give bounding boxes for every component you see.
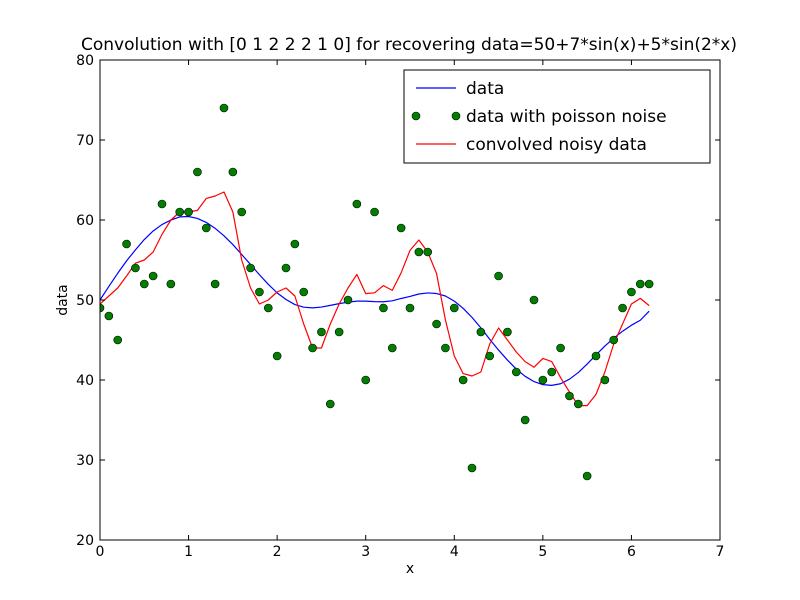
noise-point: [432, 319, 441, 329]
legend-label-data: data: [466, 79, 504, 99]
noise-point: [290, 239, 300, 249]
noise-point: [157, 199, 167, 209]
y-tick-label: 20: [76, 533, 94, 549]
noise-point: [458, 375, 468, 385]
noise-point: [246, 263, 255, 273]
noise-point: [423, 247, 433, 257]
noise-point: [113, 335, 123, 345]
noise-point: [635, 279, 645, 289]
x-tick-label: 2: [273, 544, 282, 560]
y-tick-label: 50: [76, 293, 94, 309]
noise-point: [175, 207, 185, 217]
noise-point: [139, 279, 149, 289]
noise-point: [396, 223, 406, 233]
legend-swatch-noise-right: [451, 111, 461, 121]
x-tick-label: 3: [361, 544, 370, 560]
noise-point: [299, 287, 309, 297]
x-axis-label: x: [406, 561, 414, 577]
noise-point: [308, 343, 317, 353]
x-tick-label: 6: [627, 544, 636, 560]
noise-point: [100, 303, 105, 313]
tick-layer: 0 1 2 3 4 5 6 7 20 30 40 50 60 70 80: [76, 53, 724, 560]
chart-title: Convolution with [0 1 2 2 2 1 0] for rec…: [81, 35, 737, 55]
noise-point: [449, 303, 459, 313]
noise-point: [565, 391, 574, 401]
noise-point: [325, 399, 335, 409]
noise-point: [591, 351, 601, 361]
noise-point: [263, 303, 273, 313]
noise-point: [361, 375, 371, 385]
noise-point: [334, 327, 344, 337]
legend-label-noise: data with poisson noise: [466, 107, 667, 127]
noise-point: [387, 343, 397, 353]
noise-point: [618, 303, 627, 313]
noise-point: [104, 311, 114, 321]
noise-point: [370, 207, 379, 217]
noise-point: [405, 303, 415, 313]
noise-point: [131, 263, 140, 273]
noise-point: [317, 327, 326, 337]
noise-point: [228, 167, 238, 177]
legend-swatch-noise-left: [411, 111, 421, 121]
x-tick-label: 0: [96, 544, 105, 560]
noise-point: [467, 463, 477, 473]
noise-point: [556, 343, 565, 353]
noise-point: [219, 103, 229, 113]
noise-point: [343, 295, 353, 305]
y-axis-label: data: [55, 284, 71, 316]
noise-point: [644, 279, 654, 289]
noise-point: [494, 271, 503, 281]
noise-point: [503, 327, 512, 337]
x-tick-label: 1: [184, 544, 193, 560]
noise-point: [414, 247, 424, 257]
noise-point: [352, 199, 362, 209]
noise-point: [148, 271, 158, 281]
noise-point: [582, 471, 592, 481]
noise-point: [529, 295, 539, 305]
noise-point: [201, 223, 211, 233]
noise-point: [485, 351, 495, 361]
y-tick-label: 60: [76, 213, 94, 229]
noise-point: [609, 335, 619, 345]
x-tick-label: 7: [716, 544, 725, 560]
noise-point: [538, 375, 548, 385]
noise-point: [166, 279, 176, 289]
x-tick-label: 4: [450, 544, 459, 560]
noise-point: [573, 399, 583, 409]
y-tick-label: 70: [76, 133, 94, 149]
y-tick-label: 80: [76, 53, 94, 69]
noise-point: [281, 263, 291, 273]
series-layer: [100, 103, 654, 481]
noise-point: [441, 343, 450, 353]
noise-point: [511, 367, 521, 377]
legend-label-convolved: convolved noisy data: [466, 135, 647, 155]
noise-point: [520, 415, 530, 425]
y-tick-label: 40: [76, 373, 94, 389]
noise-point: [255, 287, 264, 297]
series-line-data: [100, 215, 650, 386]
noise-point: [184, 207, 193, 217]
noise-point: [122, 239, 131, 249]
legend: data data with poisson noise convolved n…: [403, 69, 711, 164]
x-tick-label: 5: [538, 544, 547, 560]
noise-point: [547, 367, 557, 377]
noise-point: [600, 375, 610, 385]
noise-point: [210, 279, 220, 289]
noise-point: [193, 167, 202, 177]
noise-point: [237, 207, 247, 217]
noise-point: [379, 303, 388, 313]
noise-point: [476, 327, 486, 337]
noise-point: [272, 351, 282, 361]
y-tick-label: 30: [76, 453, 94, 469]
noise-point: [627, 287, 636, 297]
